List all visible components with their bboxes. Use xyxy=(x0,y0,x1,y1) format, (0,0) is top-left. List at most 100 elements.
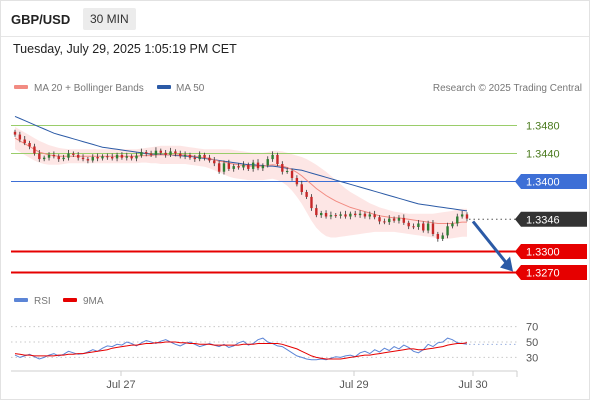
rsi-legend-swatch xyxy=(14,298,28,302)
ma20-legend-label: MA 20 + Bollinger Bands xyxy=(34,83,144,94)
candle-body xyxy=(57,156,60,160)
candle-body xyxy=(446,226,449,236)
candle-body xyxy=(164,152,167,155)
ma50-legend-label: MA 50 xyxy=(176,83,205,94)
candle-body xyxy=(354,213,357,216)
candle-body xyxy=(324,213,328,217)
candle-body xyxy=(145,152,148,154)
candle-body xyxy=(13,131,17,135)
level-label: 1.3440 xyxy=(526,149,560,161)
bollinger-band xyxy=(15,126,467,239)
candle-body xyxy=(42,157,46,160)
candle-body xyxy=(422,223,425,231)
candle-body xyxy=(47,154,51,158)
candle-body xyxy=(213,160,216,164)
candle-body xyxy=(247,164,250,169)
candle-body xyxy=(217,163,221,172)
candle-body xyxy=(392,218,396,221)
copyright-label: Research © 2025 Trading Central xyxy=(433,83,582,94)
ma20-legend-swatch xyxy=(14,85,28,89)
level-tag xyxy=(515,244,587,259)
timeframe-badge[interactable]: 30 MIN xyxy=(83,8,136,30)
candle-body xyxy=(383,221,386,223)
candle-body xyxy=(266,159,269,166)
ma50-legend-swatch xyxy=(157,85,171,89)
candle-body xyxy=(334,215,337,217)
candle-body xyxy=(149,153,153,155)
x-tick-label: Jul 29 xyxy=(339,379,368,391)
x-tick-label: Jul 27 xyxy=(106,379,135,391)
candle-body xyxy=(426,223,430,231)
candle-body xyxy=(135,155,138,159)
candle-body xyxy=(76,154,80,158)
candle-body xyxy=(91,157,94,161)
candle-body xyxy=(465,214,469,219)
candle-body xyxy=(397,217,401,221)
candle-body xyxy=(431,223,435,234)
candle-body xyxy=(402,217,406,223)
candle-body xyxy=(227,163,231,169)
rsi-level-label: 50 xyxy=(526,337,538,349)
rsi-ma-legend-label: 9MA xyxy=(83,296,104,307)
candle-body xyxy=(368,214,371,217)
candle-body xyxy=(251,162,255,169)
candle-body xyxy=(363,213,367,217)
candle-body xyxy=(23,139,26,143)
candle-body xyxy=(232,166,235,169)
candle-body xyxy=(417,223,420,227)
candle-body xyxy=(174,151,177,154)
candle-body xyxy=(300,184,303,192)
candle-body xyxy=(198,154,201,160)
level-label: 1.3300 xyxy=(526,247,560,259)
candle-body xyxy=(290,171,294,178)
candle-body xyxy=(373,214,376,218)
candle-body xyxy=(188,154,192,158)
candle-body xyxy=(159,150,163,153)
candle-body xyxy=(183,154,187,157)
x-tick-label: Jul 30 xyxy=(458,379,487,391)
ma20-line xyxy=(14,137,467,224)
candle-body xyxy=(222,163,226,172)
candle-body xyxy=(276,154,279,164)
candle-body xyxy=(169,151,172,155)
level-tag xyxy=(515,211,587,227)
candle-body xyxy=(378,217,381,222)
candle-body xyxy=(115,154,119,159)
candle-body xyxy=(310,196,313,209)
rsi-level-label: 30 xyxy=(526,352,538,364)
candle-body xyxy=(281,164,284,172)
candle-body xyxy=(315,208,318,216)
level-tag xyxy=(515,265,587,280)
candle-body xyxy=(295,178,299,185)
rsi-line xyxy=(14,337,468,361)
candle-body xyxy=(349,213,352,217)
candle-body xyxy=(140,152,143,156)
rsi-ma-legend-swatch xyxy=(63,298,77,302)
level-label: 1.3270 xyxy=(526,268,560,280)
candle-body xyxy=(271,154,274,160)
candle-body xyxy=(208,157,211,161)
candle-body xyxy=(72,153,75,155)
candle-body xyxy=(179,153,182,157)
header-divider xyxy=(1,36,589,37)
candle-body xyxy=(305,192,308,197)
candle-body xyxy=(261,165,265,169)
candle-body xyxy=(412,226,415,228)
level-label: 1.3480 xyxy=(526,121,560,133)
candle-body xyxy=(203,154,206,158)
chart-header: GBP/USD 30 MIN xyxy=(1,1,589,38)
ma50-line xyxy=(14,115,468,212)
candle-body xyxy=(237,166,240,168)
forecast-arrow-shaft xyxy=(471,220,508,264)
candle-body xyxy=(106,156,109,158)
candle-body xyxy=(81,157,85,160)
candle-body xyxy=(242,164,245,168)
timestamp-label: Tuesday, July 29, 2025 1:05:19 PM CET xyxy=(13,42,237,56)
candle-body xyxy=(358,213,362,216)
candle-body xyxy=(441,235,444,239)
level-label: 1.3346 xyxy=(526,214,560,226)
candle-body xyxy=(256,162,260,169)
level-tag xyxy=(515,174,587,189)
